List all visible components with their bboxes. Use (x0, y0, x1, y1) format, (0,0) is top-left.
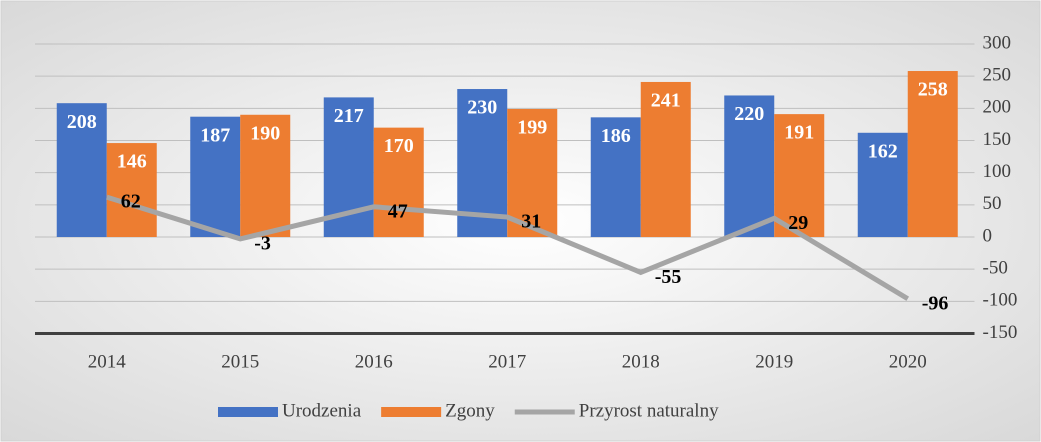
data-label: 191 (784, 122, 814, 144)
data-label: 146 (117, 151, 147, 173)
data-label: 199 (517, 117, 547, 139)
legend-label: Urodzenia (282, 400, 362, 421)
data-label: 162 (868, 140, 898, 162)
data-label: -55 (655, 266, 682, 288)
bar (907, 71, 958, 238)
bar (590, 117, 641, 237)
bar (507, 108, 558, 237)
bar (240, 114, 291, 237)
data-label: 220 (734, 103, 764, 125)
data-label: -96 (922, 292, 949, 314)
y-tick-label: -50 (983, 258, 1008, 279)
data-label: -3 (254, 233, 271, 255)
legend-label: Zgony (445, 400, 495, 421)
bar (373, 127, 424, 237)
y-tick-label: 100 (983, 161, 1012, 182)
y-tick-label: 300 (983, 32, 1012, 53)
data-label: 217 (334, 105, 364, 127)
data-label: 190 (250, 122, 280, 144)
bar (56, 103, 107, 237)
data-label: 241 (651, 90, 681, 112)
legend-swatch (218, 407, 278, 417)
data-label: 230 (467, 97, 497, 119)
x-tick-label: 2014 (88, 351, 127, 372)
legend-label: Przyrost naturalny (579, 400, 719, 421)
data-label: 29 (788, 212, 808, 234)
bar (640, 81, 691, 237)
y-tick-label: -100 (983, 290, 1018, 311)
x-tick-label: 2017 (488, 351, 526, 372)
y-tick-label: 0 (983, 225, 993, 246)
bar (190, 116, 241, 237)
data-label: 62 (121, 191, 141, 213)
data-label: 31 (521, 211, 541, 233)
data-label: 208 (67, 111, 97, 133)
data-label: 187 (200, 124, 230, 146)
x-tick-label: 2019 (755, 351, 793, 372)
data-label: 47 (388, 200, 408, 222)
line (106, 194, 910, 301)
bar (774, 114, 825, 237)
legend-swatch (381, 407, 442, 417)
y-tick-label: 150 (983, 129, 1012, 150)
x-tick-label: 2016 (355, 351, 393, 372)
y-tick-label: 200 (983, 97, 1012, 118)
data-label: 186 (601, 125, 631, 147)
x-tick-label: 2020 (889, 351, 927, 372)
bar (857, 132, 908, 237)
data-label: 258 (918, 79, 948, 101)
bar (106, 143, 157, 237)
bar (724, 95, 775, 237)
x-tick-label: 2015 (221, 351, 259, 372)
y-tick-label: 250 (983, 65, 1012, 86)
x-tick-label: 2018 (622, 351, 660, 372)
y-tick-label: 50 (983, 193, 1002, 214)
data-label: 170 (384, 135, 414, 157)
y-tick-label: -150 (983, 322, 1018, 343)
